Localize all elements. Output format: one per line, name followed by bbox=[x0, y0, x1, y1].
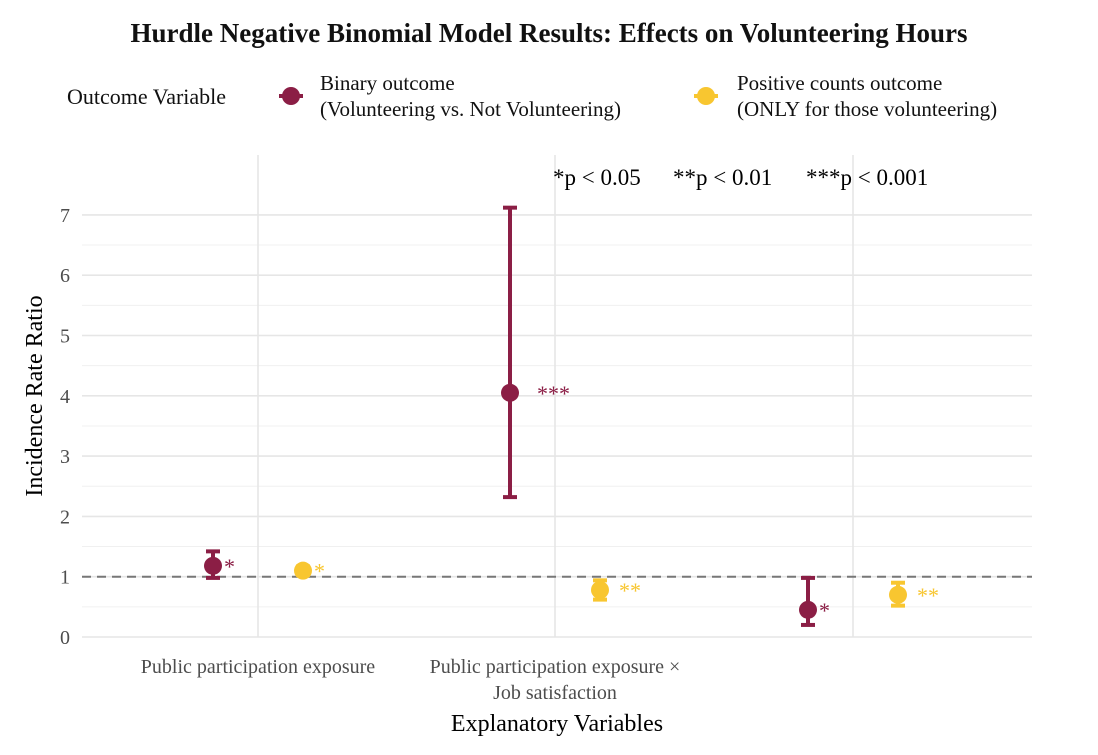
y-tick-labels: 0 1 2 3 4 5 6 7 bbox=[60, 205, 70, 649]
point-estimate bbox=[799, 600, 817, 619]
significance-label: * bbox=[224, 554, 235, 579]
data-marks: ******** ** bbox=[204, 205, 939, 627]
y-tick-label: 3 bbox=[60, 446, 70, 468]
point-estimate bbox=[591, 580, 609, 599]
significance-label: * bbox=[314, 559, 325, 584]
legend-label-positive: Positive counts outcome bbox=[737, 71, 943, 95]
point-estimate bbox=[889, 585, 907, 604]
legend-item-binary: Binary outcome (Volunteering vs. Not Vol… bbox=[320, 70, 621, 122]
legend-key-positive bbox=[694, 84, 718, 108]
significance-note-p001: ***p < 0.001 bbox=[806, 165, 928, 190]
legend-title: Outcome Variable bbox=[67, 84, 227, 109]
y-tick-label: 0 bbox=[60, 627, 70, 649]
point-estimate bbox=[204, 556, 222, 575]
significance-note-p05: *p < 0.05 bbox=[553, 165, 641, 190]
significance-note-p01: **p < 0.01 bbox=[673, 165, 772, 190]
x-tick-label-line2: Job satisfaction bbox=[493, 682, 617, 704]
y-axis-label: Incidence Rate Ratio bbox=[22, 295, 48, 496]
legend-label-binary: Binary outcome bbox=[320, 71, 455, 95]
significance-label: *** bbox=[537, 381, 570, 406]
chart-title: Hurdle Negative Binomial Model Results: … bbox=[130, 18, 968, 48]
significance-label: ** bbox=[619, 578, 641, 603]
legend: Outcome Variable Binary outcome (Volunte… bbox=[0, 70, 1098, 130]
y-tick-label: 5 bbox=[60, 326, 70, 348]
y-tick-label: 4 bbox=[60, 386, 70, 408]
x-tick-labels: Public participation exposure Public part… bbox=[141, 656, 681, 704]
x-tick-label: Public participation exposure × bbox=[430, 656, 681, 678]
legend-sublabel-binary: (Volunteering vs. Not Volunteering) bbox=[320, 97, 621, 121]
significance-label: * bbox=[819, 598, 830, 623]
legend-sublabel-positive: (ONLY for those volunteering) bbox=[737, 97, 998, 121]
y-tick-label: 7 bbox=[60, 205, 70, 227]
point-estimate bbox=[294, 561, 312, 580]
y-tick-label: 6 bbox=[60, 265, 70, 287]
point-estimate bbox=[501, 383, 519, 402]
x-tick-label: Public participation exposure bbox=[141, 656, 376, 678]
y-tick-label: 1 bbox=[60, 567, 70, 589]
y-tick-label: 2 bbox=[60, 506, 70, 528]
legend-key-binary bbox=[279, 84, 303, 108]
legend-item-positive: Positive counts outcome (ONLY for those … bbox=[737, 70, 997, 122]
x-axis-label: Explanatory Variables bbox=[451, 711, 663, 737]
significance-label: ** bbox=[917, 583, 939, 608]
